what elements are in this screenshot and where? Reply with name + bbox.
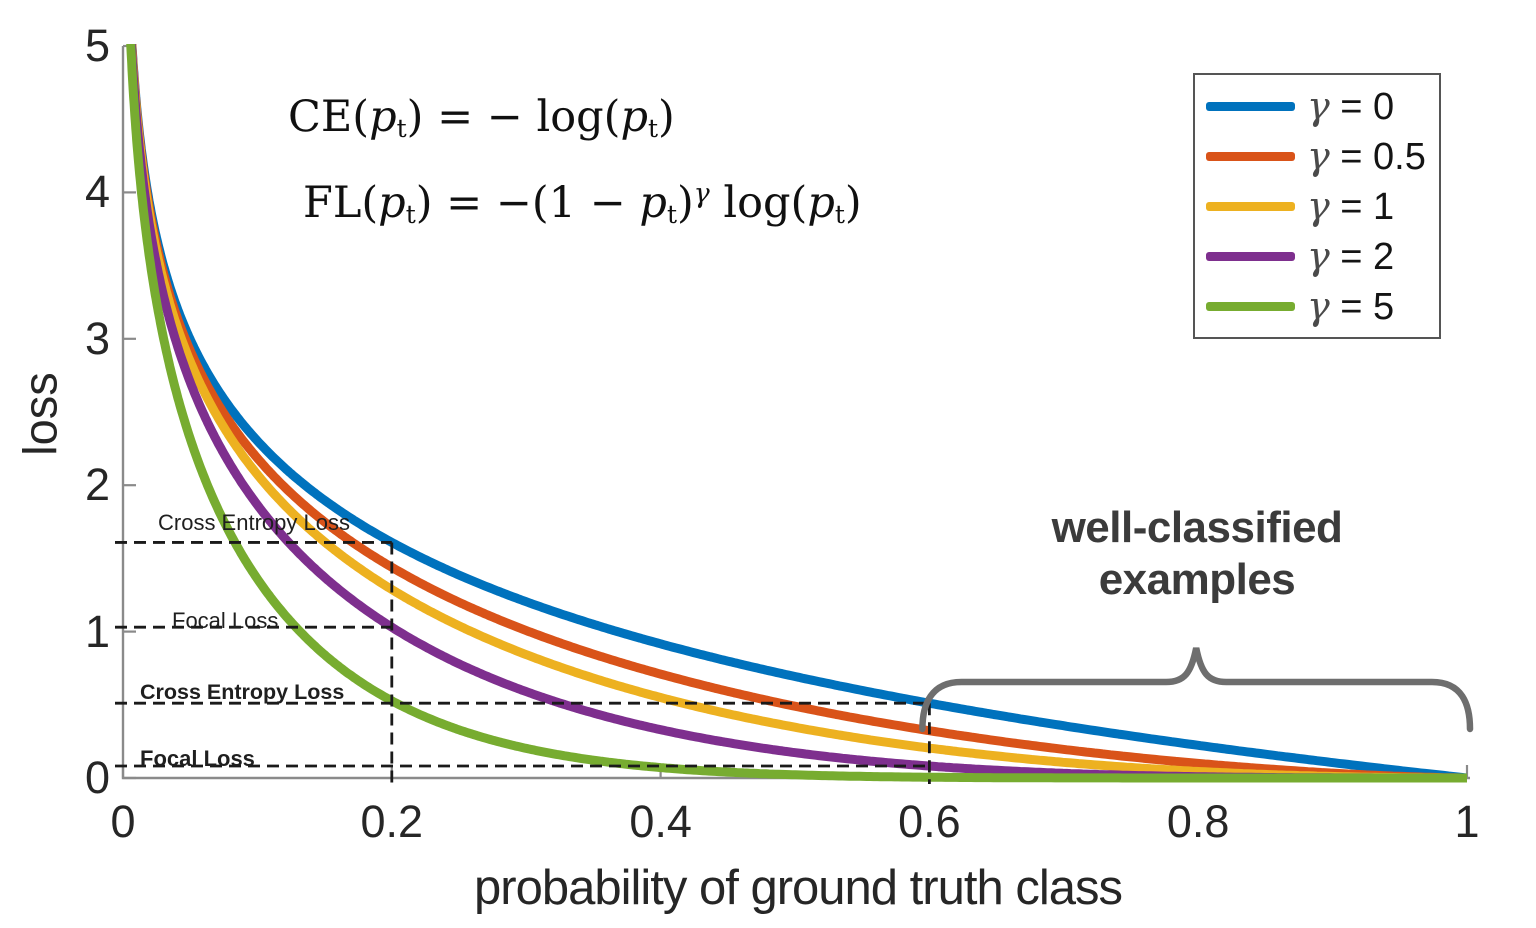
- gamma-symbol: γ: [1307, 283, 1330, 328]
- guide-label: Cross Entropy Loss: [158, 510, 350, 536]
- formula-token: ) = − log(: [406, 92, 621, 142]
- x-tick-label: 0.8: [1166, 796, 1230, 847]
- cross-entropy-formula: CE(pt) = − log(pt): [288, 92, 675, 143]
- series-curve-gamma-2: [126, 44, 1467, 783]
- legend-item: γ = 1: [1195, 187, 1439, 226]
- guide-label: Cross Entropy Loss: [140, 680, 345, 705]
- legend-swatch: [1206, 201, 1295, 211]
- formula-token: t: [647, 114, 658, 144]
- formula-token: t: [834, 200, 845, 230]
- gamma-symbol: γ: [1307, 133, 1330, 178]
- y-tick-label: 1: [84, 605, 110, 657]
- x-tick-label: 0.4: [629, 796, 692, 847]
- y-tick-label: 0: [84, 752, 110, 803]
- legend-swatch: [1206, 301, 1295, 311]
- formula-token: p: [620, 92, 648, 142]
- gamma-value: = 0: [1329, 85, 1395, 128]
- legend-swatch: [1206, 101, 1295, 111]
- guide-label: Focal Loss: [172, 608, 279, 634]
- legend-label: γ = 0: [1307, 87, 1394, 126]
- formula-token: t: [666, 200, 677, 230]
- focal-loss-formula: FL(pt) = −(1 − pt)γ log(pt): [303, 178, 862, 229]
- y-tick-label: 3: [84, 312, 110, 364]
- x-tick-label: 0.2: [360, 796, 424, 847]
- formula-token: ): [844, 178, 862, 228]
- gamma-symbol: γ: [1307, 183, 1330, 228]
- curly-brace: [919, 647, 1474, 733]
- x-tick-label: 0.6: [898, 796, 961, 847]
- gamma-symbol: γ: [1307, 83, 1330, 128]
- legend-label: γ = 1: [1307, 187, 1394, 226]
- well-classified-line1: well-classified: [1051, 503, 1343, 552]
- formula-token: p: [378, 178, 406, 228]
- gamma-value: = 1: [1329, 185, 1395, 228]
- y-axis-title: loss: [13, 372, 67, 456]
- gamma-value: = 0.5: [1329, 135, 1426, 178]
- formula-token: FL(: [303, 178, 379, 228]
- series-curve-gamma-5: [126, 44, 1467, 783]
- legend-swatch: [1206, 251, 1295, 261]
- legend-label: γ = 2: [1307, 237, 1394, 276]
- formula-token: t: [405, 200, 416, 230]
- legend-swatch: [1206, 151, 1295, 161]
- formula-token: ): [676, 178, 694, 228]
- y-tick-label: 5: [84, 20, 110, 71]
- legend-item: γ = 5: [1195, 287, 1439, 326]
- formula-token: ) = −(1 −: [415, 178, 640, 228]
- gamma-symbol: γ: [1307, 233, 1330, 278]
- legend-item: γ = 2: [1195, 237, 1439, 276]
- legend-label: γ = 0.5: [1307, 137, 1426, 176]
- formula-token: p: [369, 92, 397, 142]
- formula-token: p: [639, 178, 667, 228]
- x-tick-label: 0: [110, 796, 136, 847]
- formula-token: ): [658, 92, 675, 142]
- well-classified-line2: examples: [1098, 555, 1296, 604]
- formula-token: log(: [709, 178, 808, 228]
- legend-item: γ = 0: [1195, 87, 1439, 126]
- gamma-value: = 5: [1329, 285, 1395, 328]
- formula-token: CE(: [288, 92, 370, 142]
- formula-token: p: [807, 178, 835, 228]
- legend-item: γ = 0.5: [1195, 137, 1439, 176]
- formula-token: γ: [693, 178, 710, 210]
- y-tick-label: 4: [84, 166, 110, 218]
- well-classified-label: well-classified examples: [996, 502, 1398, 606]
- guide-label: Focal Loss: [140, 745, 255, 771]
- gamma-value: = 2: [1329, 235, 1395, 278]
- y-tick-label: 2: [84, 459, 110, 511]
- x-tick-label: 1: [1454, 796, 1480, 847]
- legend-label: γ = 5: [1307, 287, 1394, 326]
- formula-token: t: [396, 114, 407, 144]
- x-axis-title: probability of ground truth class: [474, 861, 1123, 915]
